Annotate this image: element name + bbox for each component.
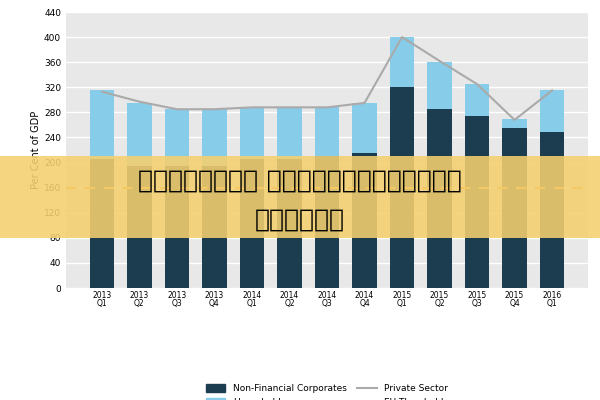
Bar	[165, 109, 189, 166]
Bar	[202, 166, 227, 288]
Bar	[502, 119, 527, 128]
Text: 元走强而下跌: 元走强而下跌	[255, 208, 345, 232]
Bar	[277, 107, 302, 160]
Bar	[90, 90, 114, 160]
Y-axis label: Per Cent of GDP: Per Cent of GDP	[31, 111, 41, 189]
Bar	[202, 109, 227, 166]
Bar	[390, 37, 414, 87]
Bar	[240, 160, 264, 288]
Bar	[465, 116, 489, 288]
Bar	[427, 109, 452, 288]
Bar	[127, 103, 152, 166]
Bar	[465, 84, 489, 116]
Text: 股票配资资金安全 铜价因地缘政治紧张局势、美: 股票配资资金安全 铜价因地缘政治紧张局势、美	[138, 169, 462, 193]
Bar	[127, 166, 152, 288]
Bar	[352, 153, 377, 288]
Bar	[165, 166, 189, 288]
Bar	[90, 160, 114, 288]
Bar	[277, 160, 302, 288]
Bar	[315, 156, 339, 288]
Bar	[390, 87, 414, 288]
Bar	[502, 128, 527, 288]
Bar	[240, 107, 264, 160]
Bar	[427, 62, 452, 109]
Legend: Non-Financial Corporates, Households, Private Sector, EU Threshold: Non-Financial Corporates, Households, Pr…	[202, 380, 452, 400]
Bar	[540, 90, 564, 132]
Bar	[315, 107, 339, 156]
Bar	[540, 132, 564, 288]
Bar	[352, 103, 377, 153]
